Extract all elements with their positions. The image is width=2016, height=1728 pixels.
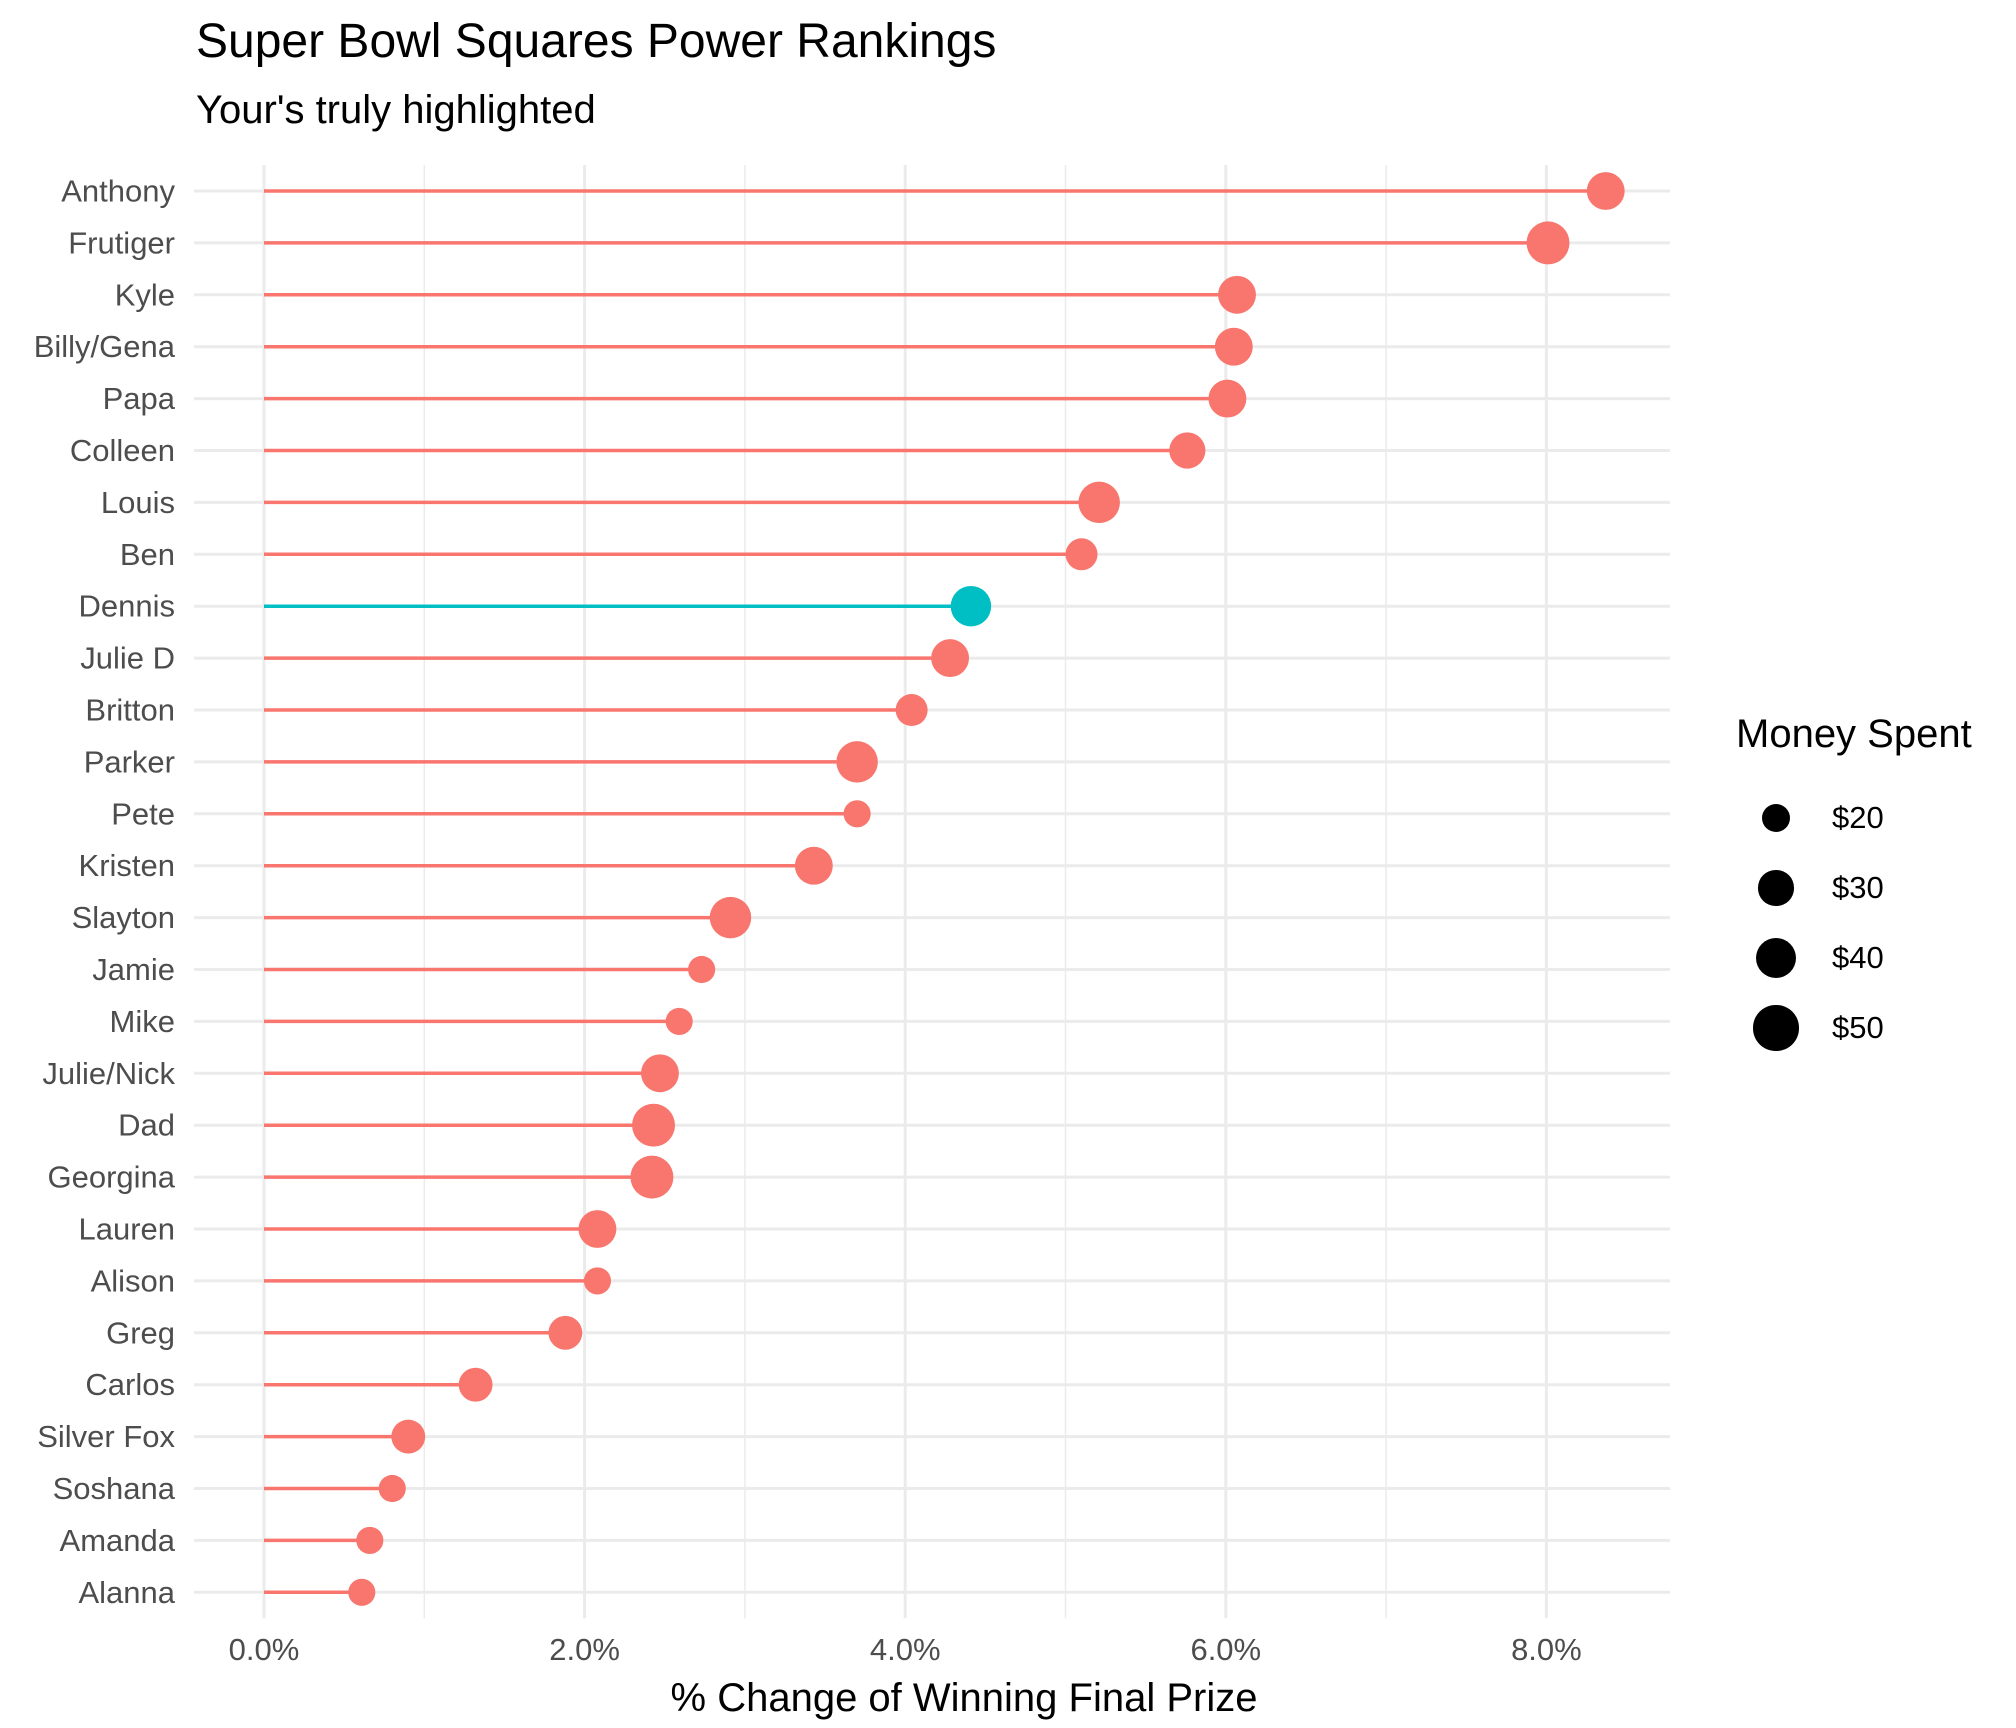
point-carlos <box>458 1367 493 1402</box>
point-georgina <box>630 1155 674 1199</box>
y-tick-label: Amanda <box>60 1523 176 1558</box>
lollipop-stems <box>264 189 1606 1595</box>
y-tick-label: Kyle <box>115 277 175 312</box>
point-papa <box>1208 379 1247 418</box>
y-tick-label: Jamie <box>92 952 175 987</box>
y-tick-label: Lauren <box>78 1212 175 1247</box>
legend-title: Money Spent <box>1736 712 1972 756</box>
y-tick-label: Julie D <box>80 641 175 676</box>
y-tick-label: Dad <box>118 1108 175 1143</box>
chart-subtitle: Your's truly highlighted <box>196 88 596 132</box>
major-gridlines <box>194 165 1670 1619</box>
y-tick-label: Papa <box>103 381 176 416</box>
x-tick-label: 8.0% <box>1511 1632 1582 1667</box>
legend-item-20: $20 <box>1736 788 2016 848</box>
chart-title: Super Bowl Squares Power Rankings <box>196 15 997 68</box>
point-julie-d <box>931 639 970 678</box>
legend-label: $50 <box>1832 1010 1884 1045</box>
legend-dot-icon <box>1758 870 1794 906</box>
point-alanna <box>348 1578 376 1606</box>
point-kyle <box>1218 275 1256 314</box>
minor-gridlines <box>423 165 1387 1619</box>
y-tick-label: Ben <box>120 537 175 572</box>
y-tick-label: Alanna <box>78 1575 175 1610</box>
x-axis-label: % Change of Winning Final Prize <box>670 1676 1258 1720</box>
y-axis-tick-labels: Anthony Frutiger Kyle Billy/Gena Papa Colleen… <box>34 174 176 1610</box>
point-britton <box>895 694 928 726</box>
x-tick-label: 6.0% <box>1190 1632 1261 1667</box>
legend-item-40: $40 <box>1736 928 2016 988</box>
y-tick-label: Kristen <box>79 848 175 883</box>
y-tick-label: Alison <box>91 1263 175 1298</box>
y-tick-label: Pete <box>111 796 175 831</box>
legend-label: $30 <box>1832 870 1884 905</box>
lollipop-points <box>348 172 1625 1606</box>
point-slayton <box>709 896 752 939</box>
y-tick-label: Frutiger <box>68 225 175 260</box>
point-louis <box>1078 481 1120 524</box>
y-tick-label: Parker <box>84 744 175 779</box>
y-tick-label: Britton <box>85 693 175 728</box>
y-tick-label: Colleen <box>70 433 175 468</box>
legend-label: $40 <box>1832 940 1884 975</box>
point-ben <box>1065 538 1098 571</box>
legend-label: $20 <box>1832 800 1884 835</box>
point-pete <box>843 800 871 828</box>
y-tick-label: Louis <box>101 485 175 520</box>
legend-dot-icon <box>1753 1005 1799 1051</box>
point-frutiger <box>1526 221 1570 265</box>
point-silver-fox <box>391 1419 426 1454</box>
y-tick-label: Slayton <box>72 900 175 935</box>
point-anthony <box>1586 172 1625 210</box>
y-tick-label: Soshana <box>53 1471 176 1506</box>
point-soshana <box>378 1474 406 1503</box>
legend-dot-icon <box>1761 803 1791 833</box>
point-lauren <box>578 1210 617 1248</box>
point-dad <box>632 1103 675 1147</box>
y-tick-label: Julie/Nick <box>42 1056 175 1091</box>
y-tick-label: Anthony <box>61 174 175 209</box>
y-tick-label: Silver Fox <box>37 1419 175 1454</box>
legend-item-30: $30 <box>1736 858 2016 918</box>
point-colleen <box>1169 432 1206 469</box>
point-jamie <box>688 955 716 984</box>
x-tick-label: 4.0% <box>870 1632 941 1667</box>
point-billy-gena <box>1214 327 1253 366</box>
y-tick-label: Carlos <box>85 1367 175 1402</box>
legend-dot-icon <box>1755 937 1797 979</box>
point-greg <box>548 1315 583 1350</box>
point-dennis <box>950 585 992 627</box>
y-tick-label: Mike <box>110 1004 175 1039</box>
y-tick-label: Georgina <box>47 1160 175 1195</box>
point-alison <box>583 1267 612 1295</box>
y-tick-label: Greg <box>106 1315 175 1350</box>
y-tick-label: Billy/Gena <box>34 329 176 364</box>
point-parker <box>836 741 878 783</box>
point-kristen <box>794 846 833 885</box>
point-julie-nick <box>641 1054 679 1093</box>
y-tick-label: Dennis <box>79 589 176 624</box>
point-mike <box>665 1007 693 1035</box>
x-tick-label: 2.0% <box>549 1632 620 1667</box>
point-amanda <box>356 1526 384 1554</box>
legend-item-50: $50 <box>1736 998 2016 1058</box>
x-axis-tick-labels: 0.0% 2.0% 4.0% 6.0% 8.0% <box>229 1632 1582 1667</box>
size-legend: Money Spent $20 $30 $40 $50 <box>1736 712 1972 1051</box>
x-tick-label: 0.0% <box>229 1632 300 1667</box>
